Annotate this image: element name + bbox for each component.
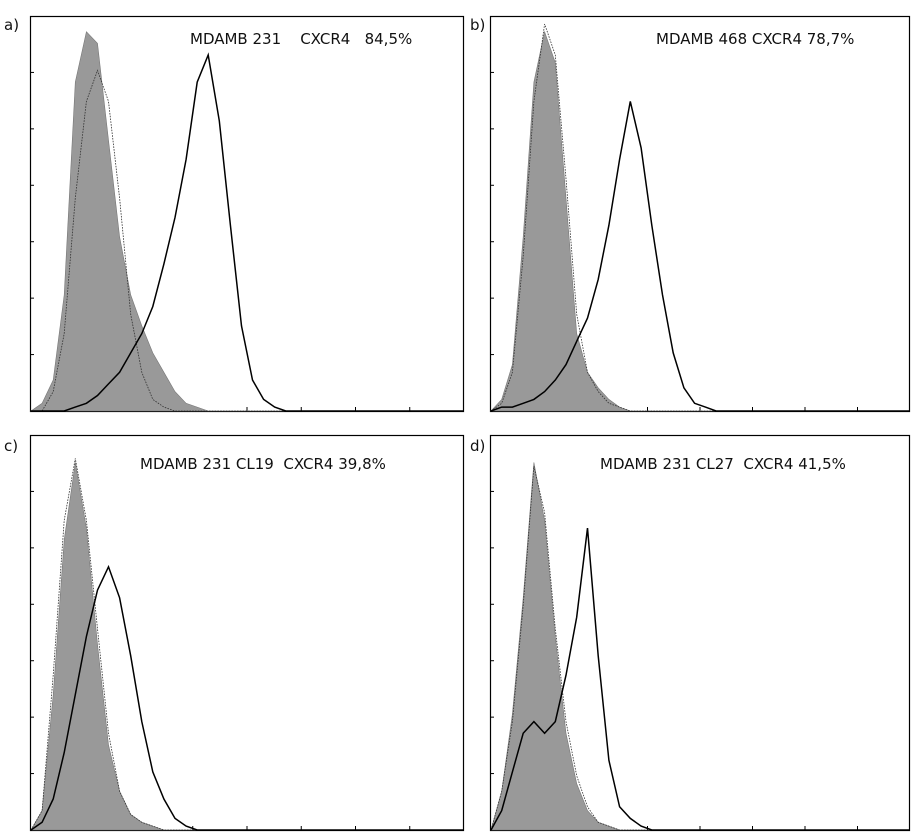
panel-d-histogram: [489, 434, 911, 832]
panel-b-letter: b): [470, 16, 486, 34]
panel-a-letter: a): [4, 16, 20, 34]
panel-b-histogram: [489, 15, 911, 413]
isotype-histogram: [490, 462, 909, 831]
panel-a-title: MDAMB 231 CXCR4 84,5%: [190, 30, 413, 48]
isotype-histogram: [490, 30, 909, 412]
panel-c-title: MDAMB 231 CL19 CXCR4 39,8%: [140, 455, 386, 473]
isotype-histogram: [30, 462, 463, 831]
panel-a-histogram: [29, 15, 465, 413]
panel-d-letter: d): [470, 437, 486, 455]
cxcr4-histogram: [490, 528, 909, 831]
cxcr4-histogram: [490, 101, 909, 412]
cxcr4-histogram: [31, 52, 463, 412]
panel-c-letter: c): [4, 437, 19, 455]
panel-c-histogram: [29, 434, 465, 832]
panel-b-title: MDAMB 468 CXCR4 78,7%: [656, 30, 855, 48]
cxcr4-histogram: [30, 564, 463, 831]
plot-frame: [489, 15, 911, 413]
panel-d-title: MDAMB 231 CL27 CXCR4 41,5%: [600, 455, 846, 473]
plot-frame: [29, 15, 465, 413]
